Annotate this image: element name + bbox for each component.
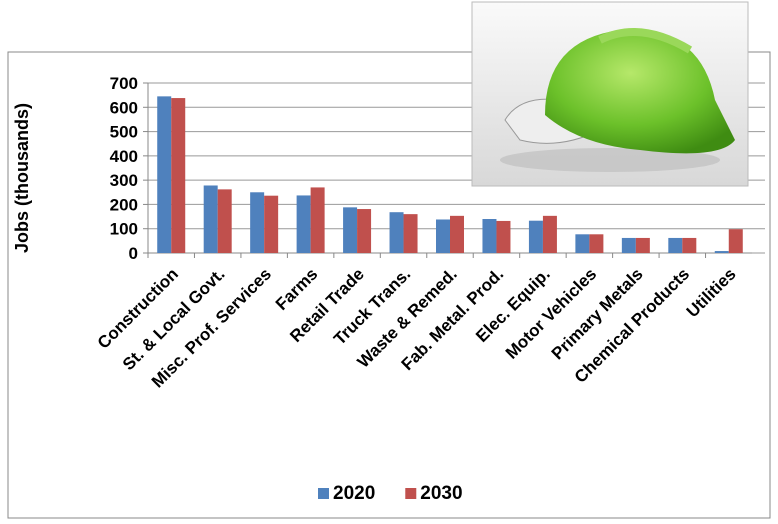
- bar: [250, 192, 265, 253]
- legend-label: 2030: [420, 483, 462, 504]
- bar: [621, 237, 636, 253]
- y-tick-label: 200: [110, 195, 138, 214]
- y-tick-label: 500: [110, 123, 138, 142]
- shadow: [500, 148, 720, 172]
- bar: [482, 219, 497, 253]
- bar: [403, 214, 418, 253]
- bar: [728, 229, 743, 253]
- bar: [450, 215, 464, 253]
- helmet: [545, 29, 735, 154]
- bar: [310, 187, 325, 253]
- bar: [635, 237, 650, 253]
- bar: [528, 220, 543, 253]
- helmet-photo: [471, 1, 749, 187]
- y-tick-label: 100: [110, 220, 138, 239]
- bar: [389, 212, 404, 253]
- bar: [157, 96, 172, 253]
- y-axis-label: Jobs (thousands): [12, 103, 32, 253]
- legend-swatch: [405, 488, 417, 499]
- bar: [436, 219, 450, 253]
- bar: [357, 209, 372, 253]
- bar: [296, 195, 311, 253]
- bar: [264, 195, 279, 253]
- y-tick-label: 600: [110, 98, 138, 117]
- bar: [668, 237, 683, 253]
- y-tick-label: 700: [110, 74, 138, 93]
- legend-label: 2020: [333, 483, 375, 504]
- bar: [203, 185, 218, 253]
- bar: [496, 220, 511, 253]
- bar: [714, 251, 729, 253]
- bar: [575, 234, 590, 253]
- bar: [343, 207, 358, 253]
- y-tick-label: 400: [110, 147, 138, 166]
- bar: [682, 237, 697, 253]
- y-tick-label: 0: [129, 244, 138, 263]
- y-tick-label: 300: [110, 171, 138, 190]
- legend-swatch: [318, 488, 329, 499]
- bar: [589, 234, 604, 253]
- bar: [542, 215, 557, 253]
- bar: [217, 189, 232, 253]
- helmet-ridge: [598, 28, 693, 54]
- bar: [171, 98, 186, 253]
